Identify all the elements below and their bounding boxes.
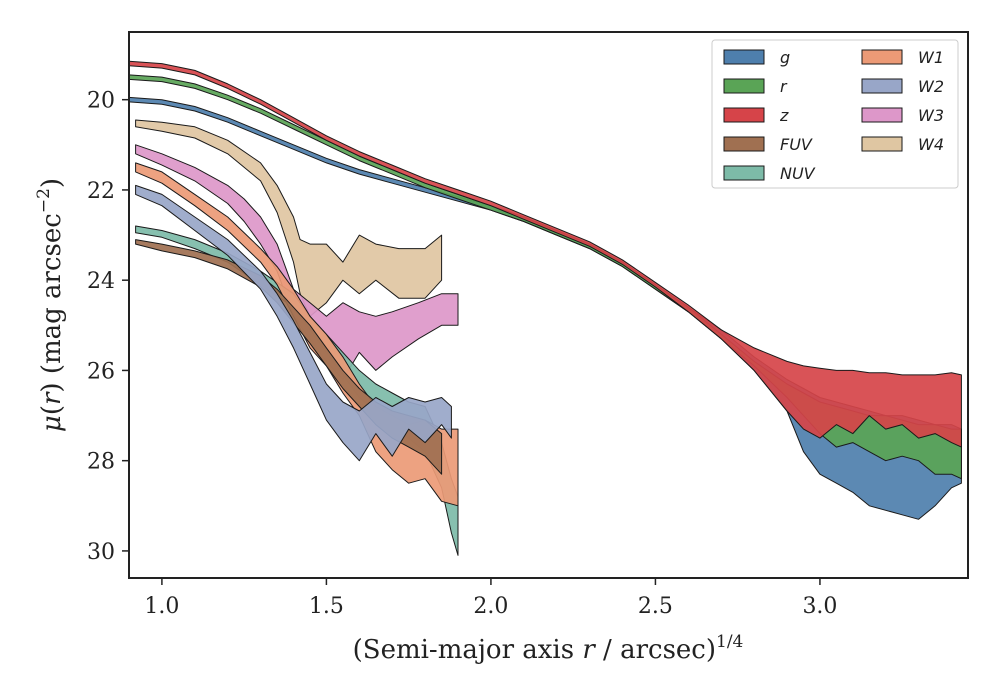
y-tick-label: 26 xyxy=(87,359,115,384)
legend-swatch xyxy=(861,107,903,123)
x-tick-label: 1.0 xyxy=(144,594,179,619)
band-w2 xyxy=(135,184,452,462)
legend-item-w3: W3 xyxy=(861,106,944,125)
legend-label: FUV xyxy=(780,135,813,154)
legend-swatch xyxy=(723,107,765,123)
profile-bands xyxy=(128,60,962,556)
y-tick-label: 30 xyxy=(87,540,115,565)
legend-swatch xyxy=(723,49,765,65)
legend-swatch xyxy=(861,49,903,65)
legend-label: W4 xyxy=(918,135,944,154)
y-axis-ticks: 20 22 24 26 28 30 xyxy=(87,89,129,565)
legend-item-g: g xyxy=(723,48,790,67)
y-tick-label: 28 xyxy=(87,450,115,475)
legend-item-w4: W4 xyxy=(861,135,944,154)
legend-item-r: r xyxy=(723,77,788,96)
legend-swatch xyxy=(861,136,903,152)
legend-label: z xyxy=(779,106,789,125)
legend-swatch xyxy=(723,78,765,94)
legend-item-z: z xyxy=(723,106,789,125)
legend-item-w1: W1 xyxy=(861,48,944,67)
legend-item-nuv: NUV xyxy=(723,164,816,183)
y-tick-label: 22 xyxy=(87,179,115,204)
x-axis-label: (Semi-major axis r / arcsec)1/4 xyxy=(353,632,744,665)
x-axis-ticks: 1.0 1.5 2.0 2.5 3.0 xyxy=(144,578,837,619)
x-tick-label: 2.0 xyxy=(473,594,508,619)
y-axis-label: μ(r) (mag arcsec−2) xyxy=(34,178,67,432)
legend: grz FUV NUV W1 W2 W3 W4 xyxy=(711,39,959,189)
legend-swatch xyxy=(723,165,765,181)
band-w4 xyxy=(135,119,443,317)
plot-frame xyxy=(128,31,969,579)
legend-label: W1 xyxy=(918,48,944,67)
x-tick-label: 2.5 xyxy=(638,594,673,619)
legend-label: r xyxy=(780,77,788,96)
legend-label: g xyxy=(780,48,790,67)
legend-swatch xyxy=(723,136,765,152)
legend-label: W2 xyxy=(918,77,944,96)
legend-item-fuv: FUV xyxy=(723,135,813,154)
legend-label: W3 xyxy=(918,106,944,125)
legend-item-w2: W2 xyxy=(861,77,944,96)
band-z xyxy=(128,60,962,448)
legend-label: NUV xyxy=(780,164,816,183)
y-tick-label: 24 xyxy=(87,269,115,294)
y-tick-label: 20 xyxy=(87,89,115,114)
legend-swatch xyxy=(861,78,903,94)
x-tick-label: 3.0 xyxy=(802,594,837,619)
x-tick-label: 1.5 xyxy=(309,594,344,619)
band-w3 xyxy=(135,144,459,380)
legend-items: grz FUV NUV W1 W2 W3 W4 xyxy=(723,48,944,183)
